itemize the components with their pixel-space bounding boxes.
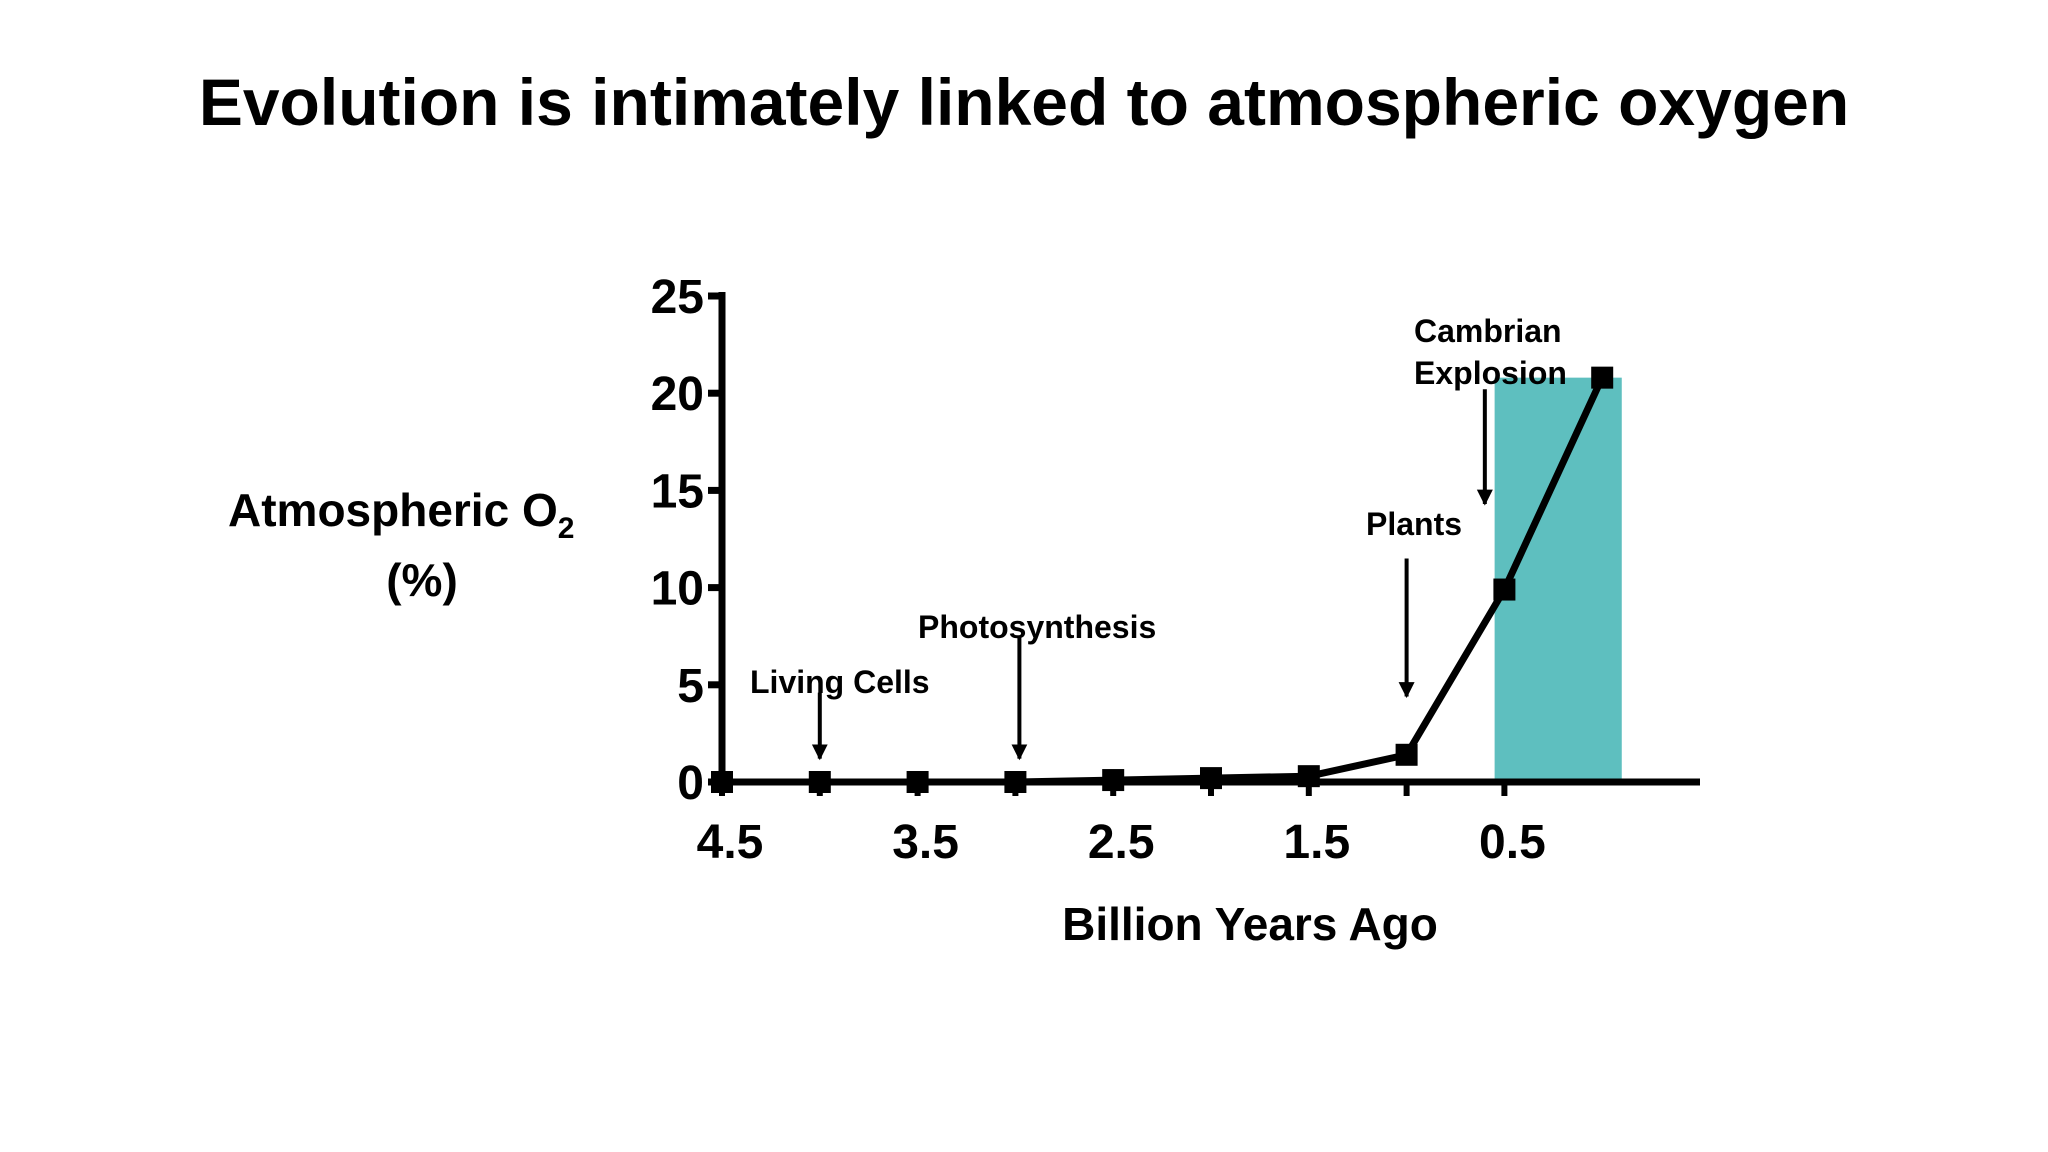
- y-tick-label-20: 20: [651, 368, 704, 421]
- data-point-7: [1395, 743, 1418, 766]
- annotation-line-living-cells-0: Living Cells: [750, 664, 930, 700]
- annotation-line-cambrian-explosion-0: Cambrian: [1414, 313, 1562, 349]
- annotation-photosynthesis: Photosynthesis: [918, 609, 1156, 645]
- data-point-9: [1591, 366, 1614, 389]
- annotation-line-plants-0: Plants: [1366, 506, 1462, 542]
- y-axis-title-subscript: 2: [558, 512, 575, 545]
- annotation-plants: Plants: [1366, 506, 1462, 542]
- slide-title: Evolution is intimately linked to atmosp…: [198, 65, 1850, 139]
- annotation-line-cambrian-explosion-1: Explosion: [1414, 355, 1567, 391]
- y-tick-label-25: 25: [651, 271, 704, 324]
- y-tick-label-10: 10: [651, 563, 704, 616]
- cambrian-highlight-band: [1494, 377, 1622, 782]
- y-tick-label-15: 15: [651, 465, 704, 518]
- x-tick-label-0.5: 0.5: [1479, 816, 1546, 869]
- annotation-line-photosynthesis-0: Photosynthesis: [918, 609, 1156, 645]
- oxygen-series-line: [722, 376, 1606, 786]
- x-tick-label-1.5: 1.5: [1283, 816, 1350, 869]
- x-tick-label-2.5: 2.5: [1088, 816, 1155, 869]
- data-point-8: [1493, 578, 1516, 601]
- y-tick-label-0: 0: [677, 757, 704, 810]
- annotation-cambrian-explosion: Cambrian Explosion: [1414, 313, 1567, 391]
- y-axis-title: Atmospheric O2: [228, 484, 574, 545]
- y-axis-title-unit: (%): [386, 554, 458, 606]
- y-tick-label-5: 5: [677, 660, 704, 713]
- x-tick-label-3.5: 3.5: [892, 816, 959, 869]
- x-tick-label-4.5: 4.5: [697, 816, 764, 869]
- annotation-living-cells: Living Cells: [750, 664, 930, 700]
- y-axis-title-main: Atmospheric O: [228, 484, 558, 536]
- x-axis-title: Billion Years Ago: [1062, 898, 1438, 950]
